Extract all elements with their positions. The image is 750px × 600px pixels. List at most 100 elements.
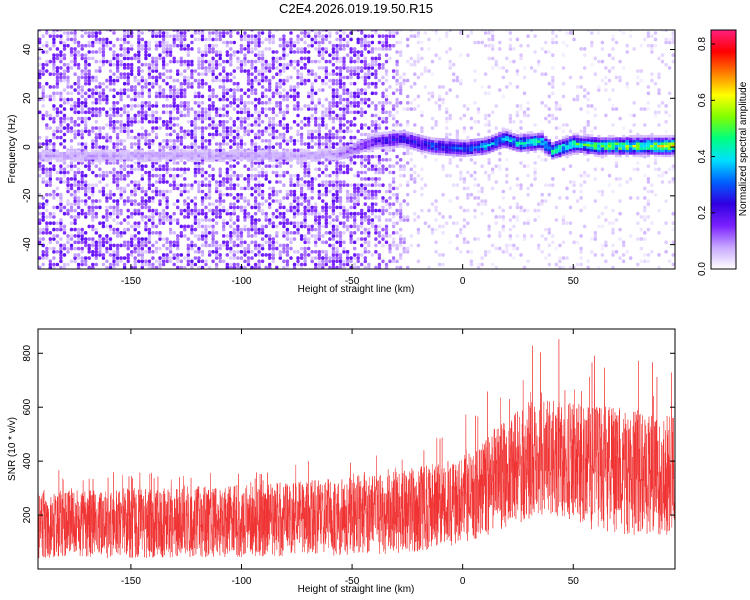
- spectrogram-cell: [328, 256, 332, 260]
- spectrogram-cell: [367, 97, 371, 102]
- spectrogram-cell: [140, 189, 144, 194]
- spectrogram-cell: [94, 135, 98, 140]
- spectrogram-cell: [250, 234, 254, 238]
- spectrogram-cell: [94, 211, 98, 216]
- spectrogram-band-cell: [384, 141, 389, 144]
- spectrogram-cell: [66, 97, 70, 102]
- spectrogram-cell: [147, 66, 152, 70]
- spectrogram-cell: [80, 132, 84, 137]
- spectrogram-cell: [342, 164, 346, 168]
- spectrogram-cell: [172, 139, 176, 143]
- spectrogram-cell: [260, 161, 265, 165]
- spectrogram-cell: [314, 215, 318, 219]
- spectrogram-cell: [381, 110, 385, 115]
- spectrogram-cell: [324, 202, 328, 206]
- spectrogram-cell: [186, 104, 190, 108]
- spectrogram-band-cell: [324, 148, 328, 152]
- spectrogram-cell: [264, 215, 268, 219]
- spectrogram-cell: [229, 47, 233, 51]
- spectrogram-cell: [296, 199, 300, 203]
- spectrogram-cell: [137, 186, 141, 191]
- spectrogram-cell: [45, 192, 49, 197]
- spectrogram-cell: [154, 91, 159, 96]
- spectrogram-cell: [367, 192, 371, 197]
- spectrogram-cell: [363, 110, 367, 115]
- spectrogram-cell: [331, 227, 336, 232]
- spectrogram-cell: [335, 250, 339, 254]
- spectrogram-cell: [80, 250, 84, 254]
- spectrogram-cell: [147, 208, 152, 213]
- spectrogram-band-cell: [356, 143, 360, 147]
- spectrogram-cell: [246, 78, 251, 83]
- spectrogram-band-cell: [108, 151, 113, 155]
- spectrogram-cell: [38, 62, 42, 67]
- spectrogram-cell: [98, 91, 102, 96]
- spectrogram-cell: [218, 148, 222, 153]
- spectrogram-cell: [218, 97, 222, 102]
- spectrogram-cell: [296, 113, 300, 118]
- spectrogram-cell: [317, 224, 321, 229]
- spectrogram-cell: [260, 66, 265, 70]
- spectrogram-cell: [193, 142, 198, 146]
- spectrogram-cell: [353, 72, 357, 76]
- spectrogram-cell: [112, 101, 116, 105]
- spectrogram-cell: [229, 88, 233, 92]
- spectrogram-cell: [264, 62, 268, 67]
- spectrogram-band-cell: [165, 156, 169, 160]
- spectrogram-band-cell: [370, 138, 375, 142]
- spectrogram-cell: [101, 215, 106, 219]
- spectrogram-cell: [331, 202, 336, 206]
- spectrogram-cell: [282, 196, 286, 200]
- spectrogram-cell: [239, 231, 244, 235]
- spectrogram-cell: [214, 199, 219, 203]
- spectrogram-cell: [353, 211, 357, 216]
- spectrogram-cell: [349, 231, 353, 235]
- spectrogram-cell: [200, 199, 205, 203]
- spectrogram-cell: [338, 101, 343, 105]
- spectrogram-cell: [310, 234, 314, 238]
- spectrogram-band-cell: [310, 156, 314, 160]
- spectrogram-cell: [314, 40, 318, 45]
- spectrogram-cell: [76, 132, 81, 137]
- spectrogram-cell: [278, 37, 282, 42]
- spectrogram-cell: [285, 53, 290, 57]
- spectrogram-cell: [80, 129, 84, 134]
- spectrogram-cell: [260, 170, 265, 175]
- spectrogram-cell: [222, 208, 226, 213]
- spectrogram-band-cell: [105, 154, 109, 158]
- spectrogram-band-cell: [402, 135, 406, 139]
- spectrogram-cell: [176, 116, 180, 121]
- spectrogram-cell: [147, 246, 152, 251]
- spectrogram-cell: [112, 43, 116, 48]
- spectrogram-cell: [335, 177, 339, 181]
- spectrogram-band-cell: [232, 156, 236, 160]
- spectrogram-cell: [409, 101, 413, 105]
- spectrogram-cell: [264, 139, 268, 143]
- spectrogram-cell: [278, 120, 282, 124]
- spectrogram-band-cell: [416, 146, 421, 149]
- spectrogram-cell: [229, 173, 233, 178]
- spectrogram-cell: [66, 85, 70, 89]
- spectrogram-cell: [324, 113, 328, 118]
- spectrogram-band-cell: [211, 149, 215, 153]
- spectrogram-cell: [289, 126, 293, 130]
- spectrogram-cell: [349, 199, 353, 203]
- spectrogram-cell: [303, 40, 307, 45]
- spectrogram-cell: [55, 135, 60, 140]
- spectrogram-band-cell: [165, 151, 169, 155]
- spectrogram-cell: [84, 126, 88, 130]
- spectrogram-cell: [303, 183, 307, 187]
- spectrogram-cell: [119, 186, 123, 191]
- spectrogram-cell: [328, 129, 332, 134]
- spectrogram-cell: [257, 246, 261, 251]
- spectrogram-cell: [271, 59, 275, 64]
- spectrogram-cell: [335, 66, 339, 70]
- spectrogram-cell: [250, 192, 254, 197]
- spectrogram-cell: [257, 110, 261, 115]
- spectrogram-cell: [317, 75, 321, 80]
- spectrogram-cell: [409, 34, 413, 38]
- spectrogram-cell: [229, 62, 233, 67]
- spectrogram-cell: [285, 123, 290, 127]
- spectrogram-cell: [140, 101, 144, 105]
- spectrogram-cell: [395, 50, 399, 54]
